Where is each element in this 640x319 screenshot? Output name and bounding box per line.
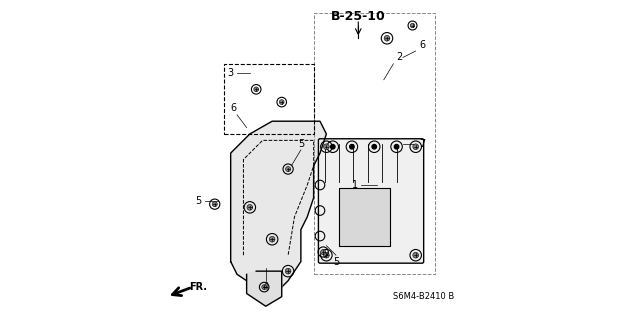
Circle shape [330, 145, 335, 149]
Text: 6: 6 [231, 103, 237, 114]
Circle shape [372, 145, 376, 149]
Text: B-25-10: B-25-10 [331, 10, 386, 23]
Circle shape [321, 249, 326, 255]
Circle shape [279, 100, 284, 105]
Text: 6: 6 [419, 40, 425, 50]
Circle shape [413, 144, 419, 150]
Circle shape [349, 145, 354, 149]
Text: 7: 7 [419, 138, 425, 149]
Circle shape [285, 167, 291, 172]
Polygon shape [230, 121, 326, 293]
Text: 4: 4 [262, 282, 269, 292]
Circle shape [269, 236, 275, 242]
Circle shape [323, 252, 329, 258]
Text: 5: 5 [298, 138, 304, 149]
Text: 1: 1 [352, 180, 358, 190]
Text: S6M4-B2410 B: S6M4-B2410 B [393, 292, 454, 301]
Bar [224, 64, 314, 134]
Circle shape [394, 145, 399, 149]
Circle shape [413, 252, 419, 258]
Circle shape [247, 204, 253, 210]
Circle shape [262, 285, 267, 290]
Circle shape [410, 23, 415, 28]
Bar [314, 13, 435, 274]
FancyBboxPatch shape [319, 139, 424, 263]
Text: 2: 2 [397, 52, 403, 63]
Circle shape [285, 268, 291, 274]
Bar [339, 188, 390, 246]
Circle shape [323, 144, 329, 150]
Text: 5: 5 [333, 256, 339, 267]
Text: FR.: FR. [189, 282, 207, 292]
Circle shape [254, 87, 259, 92]
Text: 5: 5 [196, 196, 202, 206]
Circle shape [212, 202, 218, 207]
Circle shape [384, 35, 390, 41]
Text: 3: 3 [228, 68, 234, 78]
Polygon shape [246, 271, 282, 306]
